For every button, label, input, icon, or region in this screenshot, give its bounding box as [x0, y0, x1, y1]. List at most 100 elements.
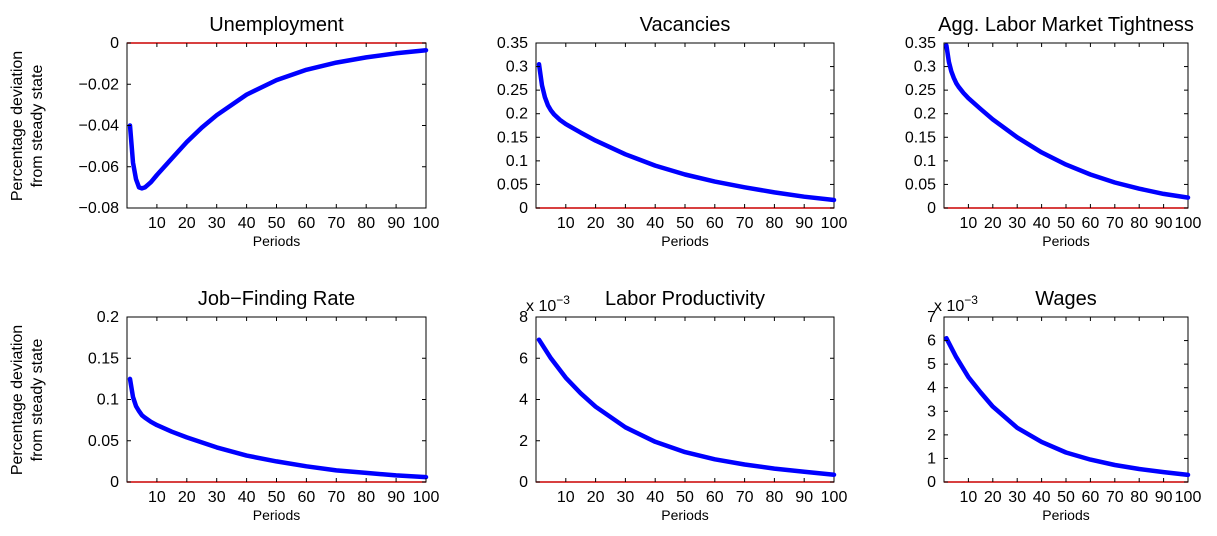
x-tick-label: 10 [557, 489, 575, 506]
x-tick-label: 30 [1008, 489, 1026, 506]
x-tick-label: 100 [821, 489, 848, 506]
y-tick-label: 0 [519, 200, 528, 217]
chart-title: Vacancies [640, 14, 731, 36]
y-tick-label: 8 [519, 309, 528, 326]
x-axis-label: Periods [1042, 233, 1089, 249]
x-tick-label: 50 [676, 489, 694, 506]
y-tick-label: −0.08 [79, 200, 120, 217]
x-tick-label: 50 [1057, 215, 1075, 232]
x-tick-label: 90 [795, 489, 813, 506]
x-tick-label: 90 [795, 215, 813, 232]
x-tick-label: 30 [617, 489, 635, 506]
x-tick-label: 10 [960, 215, 978, 232]
x-axis-label: Periods [253, 507, 300, 523]
x-tick-label: 70 [327, 489, 345, 506]
y-tick-label: 4 [519, 392, 528, 409]
x-axis-label: Periods [253, 233, 300, 249]
x-tick-label: 60 [1082, 215, 1100, 232]
x-tick-label: 90 [387, 215, 405, 232]
axes-box [943, 42, 1189, 209]
row2-ylabel-line1: Percentage deviation [9, 325, 26, 475]
y-tick-label: 0.15 [88, 350, 119, 367]
y-tick-label: 0 [110, 474, 119, 491]
chart-title: Wages [1035, 288, 1097, 310]
y-exponent-label: x 10−3 [526, 293, 570, 315]
x-tick-label: 40 [646, 489, 664, 506]
x-tick-label: 70 [327, 215, 345, 232]
x-tick-label: 40 [646, 215, 664, 232]
x-tick-label: 20 [984, 489, 1002, 506]
y-tick-label: 0.35 [905, 35, 936, 52]
x-tick-label: 80 [357, 489, 375, 506]
x-tick-label: 50 [676, 215, 694, 232]
row1-ylabel-line2: from steady state [29, 65, 46, 188]
axes-box [535, 316, 835, 483]
y-tick-label: 0.3 [506, 59, 528, 76]
x-tick-label: 10 [148, 215, 166, 232]
axes-box [126, 42, 427, 209]
x-tick-label: 90 [1155, 489, 1173, 506]
x-tick-label: 90 [387, 489, 405, 506]
panel-4: 10 20 30 40 50 60 70 80 90 100 0 0.05 0.1 0.15 0.2 Job−… [88, 288, 440, 523]
x-tick-label: 20 [587, 215, 605, 232]
chart-panels: 10 20 30 40 50 60 70 80 90 1000−0.02−0.04−0.06−0.… [79, 14, 1202, 523]
x-tick-label: 80 [357, 215, 375, 232]
x-axis-label: Periods [661, 507, 708, 523]
x-tick-label: 70 [736, 489, 754, 506]
x-tick-label: 20 [587, 489, 605, 506]
x-axis-label: Periods [661, 233, 708, 249]
x-tick-label: 70 [736, 215, 754, 232]
y-tick-label: 0 [927, 474, 936, 491]
x-tick-label: 30 [208, 489, 226, 506]
y-tick-label: 0.05 [905, 176, 936, 193]
y-tick-label: 0.15 [497, 129, 528, 146]
y-tick-label: 2 [519, 433, 528, 450]
x-tick-label: 60 [298, 215, 316, 232]
x-tick-label: 50 [268, 215, 286, 232]
x-tick-label: 60 [706, 215, 724, 232]
y-tick-label: 2 [927, 427, 936, 444]
x-tick-label: 80 [1130, 489, 1148, 506]
series-line-1 [944, 335, 1191, 478]
y-tick-label: 0.25 [497, 82, 528, 99]
series-line-1 [536, 61, 837, 203]
y-tick-label: 0.15 [905, 129, 936, 146]
x-tick-label: 80 [766, 215, 784, 232]
y-tick-label: 4 [927, 380, 936, 397]
x-tick-label: 30 [1008, 215, 1026, 232]
x-tick-label: 90 [1155, 215, 1173, 232]
x-tick-label: 20 [984, 215, 1002, 232]
panel-1: 10 20 30 40 50 60 70 80 90 100 0 −0.02 −0.04 −0.06 −0.… [79, 14, 440, 249]
x-tick-label: 40 [238, 215, 256, 232]
x-tick-label: 10 [557, 215, 575, 232]
series-line-1 [944, 43, 1191, 200]
y-tick-label: 0.2 [914, 106, 936, 123]
y-tick-label: −0.04 [79, 118, 120, 135]
x-tick-label: 70 [1106, 489, 1124, 506]
y-tick-label: 0.05 [88, 433, 119, 450]
x-tick-label: 30 [617, 215, 635, 232]
series-line-1 [536, 337, 837, 478]
series-line-1 [127, 47, 429, 191]
chart-title: Job−Finding Rate [198, 288, 355, 310]
x-tick-label: 20 [178, 489, 196, 506]
y-tick-label: 0.1 [914, 153, 936, 170]
x-tick-label: 50 [1057, 489, 1075, 506]
panel-5: 10 20 30 40 50 60 70 80 90 100 0 2 4 6 8x 10−3 Labor Pr… [519, 288, 847, 523]
x-tick-label: 30 [208, 215, 226, 232]
y-tick-label: 6 [519, 350, 528, 367]
panel-3: 10 20 30 40 50 60 70 80 90 100 0 0.05 0.1 0.15 0.2 0.25… [905, 14, 1202, 249]
y-tick-label: 0 [110, 35, 119, 52]
x-tick-label: 10 [960, 489, 978, 506]
x-tick-label: 20 [178, 215, 196, 232]
chart-title: Agg. Labor Market Tightness [938, 14, 1194, 36]
y-tick-label: −0.02 [79, 76, 120, 93]
y-tick-label: 0.2 [506, 106, 528, 123]
x-tick-label: 70 [1106, 215, 1124, 232]
y-tick-label: 0.3 [914, 59, 936, 76]
x-tick-label: 80 [766, 489, 784, 506]
series-line-1 [127, 376, 429, 480]
x-tick-label: 100 [821, 215, 848, 232]
axes-box [535, 42, 835, 209]
